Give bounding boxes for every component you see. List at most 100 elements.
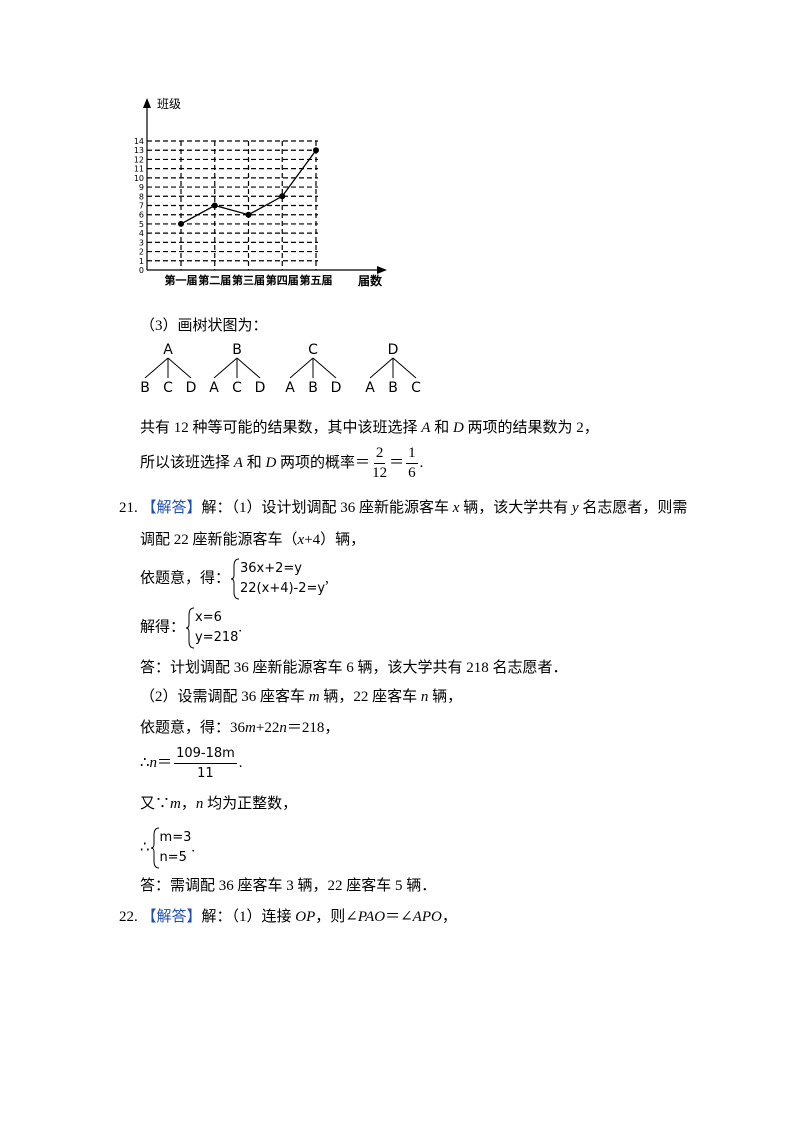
tree-branch [392,357,417,379]
x-axis-arrow [377,266,387,274]
text: APO [412,909,442,925]
y-tick-label: 3 [139,238,144,247]
y-tick-label: 12 [134,155,144,164]
text: . [238,754,243,771]
tag: 【解答】 [141,500,202,516]
fraction: 109-18m 11 [174,744,237,783]
text: D [265,454,277,471]
paragraph: ∴ m=3 n=5. [140,827,195,869]
text: ， [441,909,457,925]
caption: （3）画树状图为： [140,318,268,334]
text: 辆，22 座客车 [319,689,421,705]
text: ＝218， [286,720,340,736]
paragraph: 答：需调配 36 座客车 3 辆，22 座客车 5 辆． [140,878,437,894]
tree-root: D [388,342,399,358]
text: ＝ [389,454,405,471]
equation: m=3 [159,830,192,845]
text: , [325,570,329,587]
text: 解：（1）设计划调配 36 座新能源客车 [201,500,453,516]
tree-child: A [285,380,295,396]
text: 又∵ [140,796,171,812]
y-axis-arrow [143,98,151,108]
paragraph: 调配 22 座新能源客车（x+4）辆， [140,530,365,550]
text: . [419,454,424,471]
paragraph: 依题意，得： 36x+2=y 22(x+4)-2=y, [140,558,329,600]
text: x [452,500,460,516]
text: A [233,454,243,471]
paragraph: ∴n＝ 109-18m 11. [140,744,243,783]
numerator: 1 [406,444,418,464]
paragraph: 依题意，得：36m+22n＝218， [140,718,339,738]
equation: n=5 [159,850,187,865]
y-tick-label: 9 [139,183,144,192]
text: ∴ [140,754,150,771]
brace [230,558,240,600]
text: （2）设需调配 36 座客车 [140,689,309,705]
paragraph: （2）设需调配 36 座客车 m 辆，22 座客车 n 辆， [140,687,462,707]
tree-child: C [232,380,242,396]
denominator: 11 [197,766,214,781]
y-tick-label: 13 [134,146,144,155]
tree-child: D [331,380,342,396]
x-tick-label: 第二届 [198,273,231,287]
equation: 36x+2=y [240,561,303,576]
y-tick-label: 2 [139,248,144,257]
tree-root: B [232,342,242,358]
text: PAO [357,909,386,925]
paragraph: 共有 12 种等可能的结果数，其中该班选择 A 和 D 两项的结果数为 2， [140,418,599,438]
y-tick-label: 6 [139,211,144,220]
tree-child: C [411,380,421,396]
tree-branch [167,357,192,379]
text: 和 [430,420,453,436]
y-tick-label: 4 [139,229,144,238]
tree-branch [312,357,337,379]
tree-child: B [388,380,398,396]
text: +4）辆， [304,532,366,548]
x-tick-label: 第四届 [266,273,299,287]
y-tick-label: 14 [134,137,144,146]
denominator: 12 [372,465,388,481]
text: 解得： [140,619,186,636]
x-tick-label: 第五届 [300,273,333,287]
text: ＝∠ [385,909,413,925]
system: x=6 y=218 [185,607,238,649]
text: ， [180,796,196,812]
text: 共有 12 种等可能的结果数，其中该班选择 [140,420,422,436]
paragraph: 答：计划调配 36 座新能源客车 6 辆，该大学共有 218 名志愿者． [140,660,568,676]
system: m=3 n=5 [150,827,192,869]
tree-root: A [163,342,173,358]
tree-child: D [255,380,266,396]
brace [185,607,195,649]
data-point [211,202,218,209]
numerator: 109-18m [174,744,237,764]
y-tick-label: 8 [139,192,144,201]
data-point [279,193,286,200]
text: 辆， [428,689,463,705]
text: m [308,689,320,705]
x-tick-label: 第三届 [232,273,265,287]
equation: y=218 [195,630,239,645]
text: ，则∠ [315,909,358,925]
tree-branch [236,357,261,379]
y-tick-label: 0 [139,266,144,275]
tree-branch [144,357,169,379]
data-point [178,220,184,227]
paragraph: 解得： x=6 y=218. [140,607,242,649]
y-axis-label: 班级 [157,97,181,111]
text: ∴ [140,839,150,856]
paragraph: 又∵m，n 均为正整数， [140,794,297,814]
text: A [421,420,431,436]
tree-child: D [186,380,197,396]
equation: x=6 [195,610,222,625]
y-tick-label: 1 [139,257,144,266]
tag: 【解答】 [141,909,202,925]
y-tick-label: 11 [134,165,144,174]
brace [150,827,159,869]
text: 均为正整数， [203,796,298,812]
y-tick-label: 5 [139,220,144,229]
numerator: 2 [373,444,386,464]
text: 名志愿者，则需 [578,500,688,516]
tree-child: A [365,380,375,396]
